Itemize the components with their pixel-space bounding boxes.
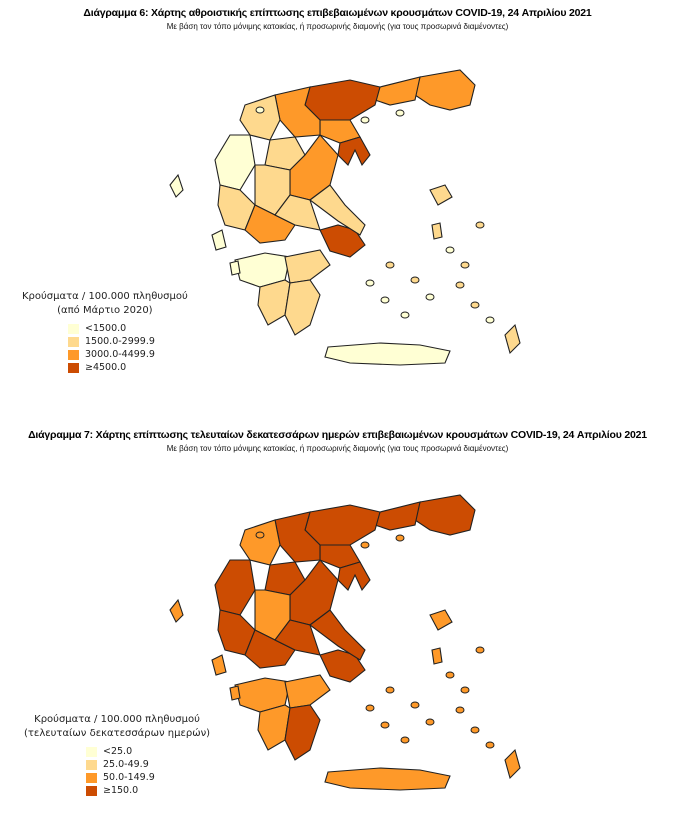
region-polygon — [274, 511, 321, 563]
island-region — [475, 646, 485, 654]
region-polygon — [431, 647, 443, 665]
island-region — [395, 534, 405, 542]
island-region — [365, 279, 375, 287]
region-polygon — [229, 685, 241, 701]
region-polygon — [284, 674, 331, 709]
region-polygon — [274, 619, 321, 656]
region-polygon — [214, 559, 256, 616]
island-region — [475, 221, 485, 229]
legend-item: ≥150.0 — [86, 784, 210, 797]
legend-item: <1500.0 — [68, 322, 188, 335]
region-polygon — [414, 494, 476, 536]
region-polygon — [304, 504, 381, 546]
region-polygon — [309, 184, 366, 236]
map1-subtitle: Με βάση τον τόπο μόνιμης κατοικίας, ή πρ… — [166, 22, 509, 31]
island-region — [385, 686, 395, 694]
island-region — [470, 301, 480, 309]
legend-item: 1500.0-2999.9 — [68, 335, 188, 348]
island-region — [365, 704, 375, 712]
legend-title: Κρούσματα / 100.000 πληθυσμού — [34, 714, 200, 725]
map1-title: Διάγραμμα 6: Χάρτης αθροιστικής επίπτωση… — [83, 7, 592, 19]
region-polygon — [337, 136, 371, 167]
region-polygon — [504, 748, 521, 780]
island-region — [445, 246, 455, 254]
island-region — [445, 671, 455, 679]
map1-cumulative-incidence — [169, 69, 521, 366]
island-region — [360, 116, 370, 124]
map1-legend: Κρούσματα / 100.000 πληθυσμού (από Μάρτι… — [22, 290, 188, 374]
region-polygon — [304, 79, 381, 121]
legend-item: 3000.0-4499.9 — [68, 348, 188, 361]
region-polygon — [324, 342, 451, 366]
legend-subtitle: (τελευταίων δεκατεσσάρων ημερών) — [24, 728, 211, 739]
map1-header: Διάγραμμα 6: Χάρτης αθροιστικής επίπτωση… — [0, 7, 675, 32]
island-region — [410, 701, 420, 709]
island-region — [380, 296, 390, 304]
island-region — [410, 276, 420, 284]
region-polygon — [337, 561, 371, 592]
island-region — [400, 311, 410, 319]
region-polygon — [211, 229, 227, 251]
region-polygon — [374, 76, 421, 106]
legend-item: 50.0-149.9 — [86, 771, 210, 784]
region-polygon — [374, 501, 421, 531]
region-polygon — [239, 519, 281, 566]
region-polygon — [324, 767, 451, 791]
region-polygon — [284, 704, 321, 761]
legend-item: ≥4500.0 — [68, 361, 188, 374]
island-region — [470, 726, 480, 734]
island-region — [425, 718, 435, 726]
island-region — [485, 316, 495, 324]
legend-item: <25.0 — [86, 745, 210, 758]
island-region — [485, 741, 495, 749]
island-region — [395, 109, 405, 117]
region-polygon — [504, 323, 521, 355]
legend-item: 25.0-49.9 — [86, 758, 210, 771]
region-polygon — [274, 86, 321, 138]
region-polygon — [214, 134, 256, 191]
island-region — [255, 106, 265, 114]
region-polygon — [309, 609, 366, 661]
region-polygon — [284, 249, 331, 284]
legend-subtitle: (από Μάρτιο 2020) — [57, 305, 153, 316]
map2-header: Διάγραμμα 7: Χάρτης επίπτωσης τελευταίων… — [0, 429, 675, 454]
region-polygon — [169, 173, 184, 198]
island-region — [380, 721, 390, 729]
region-polygon — [319, 649, 366, 683]
island-region — [425, 293, 435, 301]
region-polygon — [257, 704, 291, 751]
region-polygon — [319, 224, 366, 258]
region-polygon — [239, 94, 281, 141]
map2-14day-incidence — [169, 494, 521, 791]
region-polygon — [274, 194, 321, 231]
map2-title: Διάγραμμα 7: Χάρτης επίπτωσης τελευταίων… — [28, 429, 647, 441]
map2-legend: Κρούσματα / 100.000 πληθυσμού (τελευταίω… — [24, 713, 210, 797]
island-region — [360, 541, 370, 549]
region-polygon — [414, 69, 476, 111]
region-polygon — [431, 222, 443, 240]
island-region — [460, 686, 470, 694]
island-region — [455, 706, 465, 714]
island-region — [255, 531, 265, 539]
island-region — [455, 281, 465, 289]
map2-subtitle: Με βάση τον τόπο μόνιμης κατοικίας, ή πρ… — [166, 444, 509, 453]
region-polygon — [169, 598, 184, 623]
region-polygon — [211, 654, 227, 676]
island-region — [400, 736, 410, 744]
region-polygon — [257, 279, 291, 326]
region-polygon — [429, 609, 453, 631]
island-region — [460, 261, 470, 269]
region-polygon — [284, 279, 321, 336]
region-polygon — [429, 184, 453, 206]
region-polygon — [229, 260, 241, 276]
island-region — [385, 261, 395, 269]
legend-title: Κρούσματα / 100.000 πληθυσμού — [22, 291, 188, 302]
